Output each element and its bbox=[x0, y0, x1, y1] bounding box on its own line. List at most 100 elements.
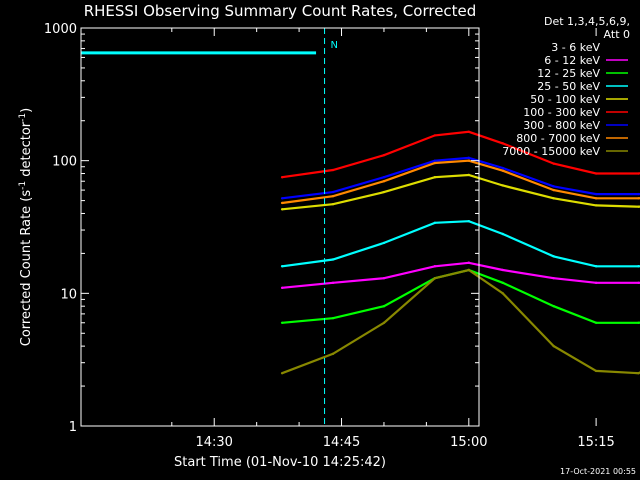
data-point-6-3 bbox=[433, 159, 437, 162]
data-point-7-1 bbox=[331, 194, 335, 198]
data-point-0-2 bbox=[382, 338, 386, 341]
data-point-4-3 bbox=[433, 176, 437, 179]
data-point-2-7 bbox=[594, 321, 598, 324]
data-point-0-8 bbox=[637, 414, 640, 417]
data-point-5-1 bbox=[331, 168, 335, 172]
data-point-2-8 bbox=[637, 321, 640, 324]
data-point-8-0 bbox=[280, 372, 284, 375]
data-point-7-3 bbox=[433, 161, 437, 165]
data-layer: NS bbox=[81, 28, 640, 426]
data-point-2-0 bbox=[280, 321, 284, 324]
legend-header-line2: Att 0 bbox=[604, 28, 630, 41]
legend-label-7: 800 - 7000 keV bbox=[516, 132, 600, 145]
data-point-6-2 bbox=[382, 176, 386, 179]
data-point-7-0 bbox=[280, 201, 284, 205]
data-point-7-6 bbox=[552, 188, 555, 192]
data-point-7-8 bbox=[637, 197, 640, 200]
data-point-2-5 bbox=[501, 281, 504, 285]
data-point-6-1 bbox=[331, 190, 335, 194]
data-point-7-5 bbox=[501, 169, 504, 172]
data-point-7-2 bbox=[382, 180, 386, 183]
data-point-5-4 bbox=[467, 130, 471, 134]
data-point-4-5 bbox=[501, 184, 504, 187]
x-tick-label-1: 14:45 bbox=[323, 435, 360, 450]
data-point-3-2 bbox=[382, 241, 386, 245]
data-point-0-7 bbox=[594, 405, 598, 408]
legend-label-0: 3 - 6 keV bbox=[551, 41, 600, 54]
data-point-1-1 bbox=[331, 281, 335, 285]
data-point-3-6 bbox=[552, 255, 555, 258]
data-point-1-7 bbox=[594, 281, 598, 285]
legend-label-5: 100 - 300 keV bbox=[523, 106, 600, 119]
x-tick-label-3: 15:15 bbox=[577, 435, 614, 450]
data-point-3-7 bbox=[594, 265, 598, 268]
data-point-4-8 bbox=[637, 205, 640, 208]
data-point-6-0 bbox=[280, 197, 284, 200]
data-point-1-3 bbox=[433, 265, 437, 268]
data-point-4-0 bbox=[280, 208, 284, 211]
data-point-4-7 bbox=[594, 204, 598, 207]
data-point-6-8 bbox=[637, 192, 640, 196]
data-point-0-3 bbox=[433, 292, 437, 295]
data-point-5-7 bbox=[594, 172, 598, 175]
data-point-3-5 bbox=[501, 232, 504, 236]
data-point-1-0 bbox=[280, 286, 284, 290]
data-point-3-8 bbox=[637, 265, 640, 268]
data-point-4-1 bbox=[331, 202, 335, 206]
legend-label-4: 50 - 100 keV bbox=[530, 93, 600, 106]
chart-title: RHESSI Observing Summary Count Rates, Co… bbox=[84, 2, 477, 20]
data-point-7-7 bbox=[594, 197, 598, 200]
data-point-1-8 bbox=[637, 281, 640, 285]
data-point-1-5 bbox=[501, 268, 504, 272]
legend-label-6: 300 - 800 keV bbox=[523, 119, 600, 132]
data-point-1-2 bbox=[382, 277, 386, 280]
axes-layer: 14:3014:4515:0015:1515:3015:4516:0011010… bbox=[44, 22, 615, 450]
data-point-3-0 bbox=[280, 265, 284, 268]
data-point-6-6 bbox=[552, 185, 555, 188]
x-tick-label-2: 15:00 bbox=[450, 435, 487, 450]
legend-label-2: 12 - 25 keV bbox=[537, 67, 600, 80]
data-point-8-8 bbox=[637, 372, 640, 375]
legend-label-1: 6 - 12 keV bbox=[544, 54, 600, 67]
data-point-1-4 bbox=[467, 261, 471, 264]
data-point-8-6 bbox=[552, 344, 555, 348]
data-point-5-5 bbox=[501, 142, 504, 145]
data-point-3-3 bbox=[433, 221, 437, 225]
data-point-7-4 bbox=[467, 159, 471, 162]
data-point-6-4 bbox=[467, 156, 471, 160]
data-point-0-5 bbox=[501, 304, 504, 308]
data-point-4-6 bbox=[552, 197, 555, 200]
data-point-6-5 bbox=[501, 166, 504, 170]
y-tick-label-1: 10 bbox=[60, 287, 77, 302]
data-point-3-4 bbox=[467, 219, 471, 223]
data-point-3-1 bbox=[331, 258, 335, 261]
data-point-8-5 bbox=[501, 292, 504, 295]
data-point-2-1 bbox=[331, 316, 335, 320]
legend-label-8: 7000 - 15000 keV bbox=[502, 145, 600, 158]
y-tick-label-3: 1000 bbox=[44, 22, 77, 37]
data-point-5-8 bbox=[637, 172, 640, 175]
x-tick-label-0: 14:30 bbox=[195, 435, 232, 450]
data-point-0-1 bbox=[331, 372, 335, 375]
x-axis-label: Start Time (01-Nov-10 14:25:42) bbox=[174, 455, 386, 470]
data-point-0-4 bbox=[467, 286, 471, 290]
data-point-8-7 bbox=[594, 369, 598, 373]
data-point-8-1 bbox=[331, 352, 335, 356]
data-point-0-6 bbox=[552, 361, 555, 364]
data-point-6-7 bbox=[594, 192, 598, 196]
data-point-0-0 bbox=[280, 414, 284, 417]
data-point-2-6 bbox=[552, 304, 555, 308]
data-point-2-2 bbox=[382, 304, 386, 308]
data-point-5-0 bbox=[280, 176, 284, 179]
data-point-1-6 bbox=[552, 277, 555, 280]
data-point-5-6 bbox=[552, 162, 555, 165]
footer-date: 17-Oct-2021 00:55 bbox=[560, 467, 636, 476]
y-tick-label-2: 100 bbox=[52, 155, 77, 170]
plot-frame bbox=[80, 27, 480, 427]
legend-label-3: 25 - 50 keV bbox=[537, 80, 600, 93]
data-point-4-2 bbox=[382, 190, 386, 194]
data-point-8-4 bbox=[467, 268, 471, 272]
